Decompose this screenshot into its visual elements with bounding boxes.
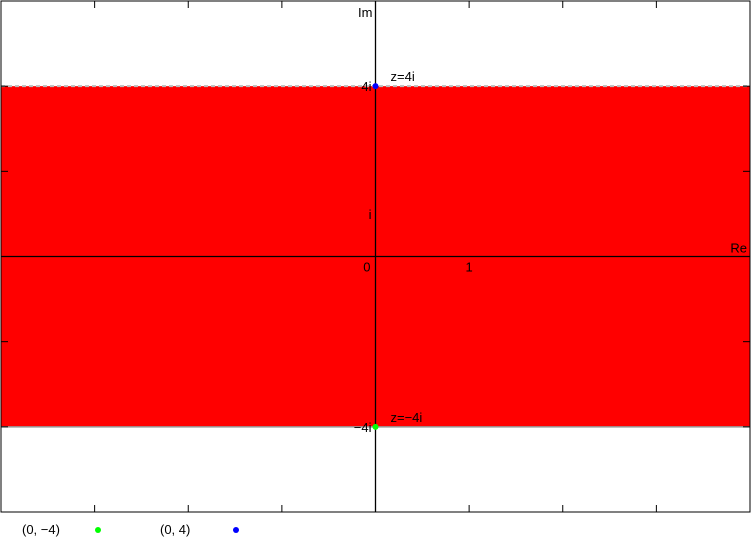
point-marker xyxy=(372,423,379,430)
legend: (0, −4) (0, 4) xyxy=(22,522,239,537)
point-marker xyxy=(372,83,379,90)
y-tick-label: 4i xyxy=(361,79,371,94)
x-tick-label: 1 xyxy=(466,260,473,275)
legend-label: (0, 4) xyxy=(160,522,190,537)
point-label: z=−4i xyxy=(391,410,423,425)
legend-marker xyxy=(233,527,239,533)
y-tick-label: −4i xyxy=(354,420,372,435)
legend-marker xyxy=(95,527,101,533)
y-tick-label: i xyxy=(369,207,372,222)
re-axis-label: Re xyxy=(730,241,747,256)
point-label: z=4i xyxy=(391,69,415,84)
legend-label: (0, −4) xyxy=(22,522,60,537)
x-tick-label: 0 xyxy=(363,260,370,275)
im-axis-label: Im xyxy=(358,5,372,20)
plot-area: 0 1 4i i −4i z=4i z=−4i xyxy=(0,0,751,513)
